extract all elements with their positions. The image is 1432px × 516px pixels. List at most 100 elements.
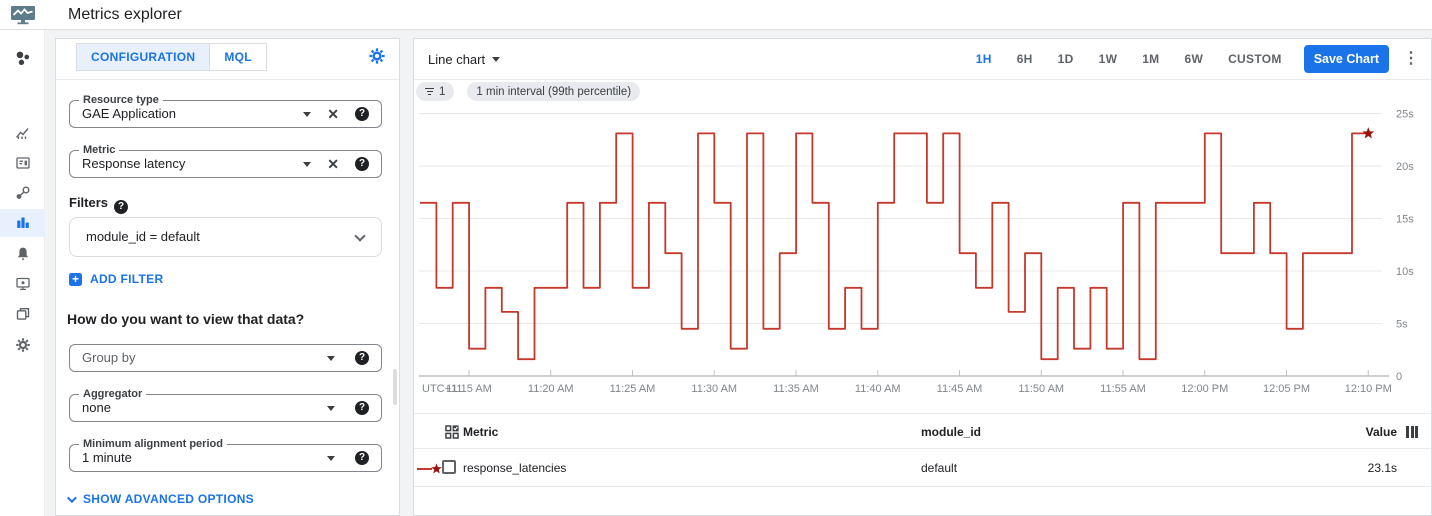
svg-text:12:10 PM: 12:10 PM	[1345, 383, 1392, 395]
help-icon[interactable]: ?	[355, 451, 369, 465]
dropdown-caret-icon[interactable]	[303, 162, 311, 167]
help-icon[interactable]: ?	[355, 401, 369, 415]
table-row[interactable]: response_latencies default 23.1s	[414, 449, 1431, 487]
monitoring-logo-icon	[10, 5, 36, 31]
nav-item-monitoring-overview[interactable]	[0, 44, 45, 72]
metric-field[interactable]: Metric Response latency ✕ ?	[69, 144, 382, 178]
time-range-6h[interactable]: 6H	[1016, 52, 1033, 66]
config-scrollbar[interactable]	[393, 369, 397, 405]
alignment-period-value: 1 minute	[82, 450, 132, 465]
overview-dots-icon	[16, 51, 30, 65]
time-range-1h[interactable]: 1H	[975, 52, 992, 66]
time-range-1m[interactable]: 1M	[1142, 52, 1160, 66]
more-options-icon[interactable]: ⋮	[1403, 50, 1419, 67]
series-table-header: Metric module_id Value	[414, 413, 1431, 449]
chart-panel: Line chart 1H 6H 1D 1W 1M 6W CUSTOM Save…	[413, 38, 1432, 516]
column-header-metric[interactable]: Metric	[463, 425, 499, 439]
svg-text:11:25 AM: 11:25 AM	[610, 383, 656, 395]
save-chart-button[interactable]: Save Chart	[1303, 45, 1389, 73]
nav-item-dashboards[interactable]	[0, 119, 45, 147]
nav-item-groups[interactable]	[0, 300, 45, 328]
bell-icon	[17, 247, 28, 260]
nav-item-alerting[interactable]	[0, 240, 45, 268]
plus-icon: +	[69, 272, 82, 286]
clear-icon[interactable]: ✕	[327, 106, 339, 122]
interval-chip-label: 1 min interval (99th percentile)	[476, 85, 632, 98]
chart-type-label: Line chart	[428, 51, 486, 67]
column-settings-icon[interactable]	[1406, 426, 1418, 438]
add-filter-button[interactable]: + ADD FILTER	[69, 272, 163, 286]
dropdown-caret-icon	[492, 56, 501, 62]
nav-item-uptime-checks[interactable]	[0, 270, 45, 298]
svg-text:12:05 PM: 12:05 PM	[1263, 383, 1310, 395]
config-divider	[56, 79, 399, 80]
resource-type-value: GAE Application	[82, 106, 176, 121]
nav-item-settings[interactable]	[0, 331, 45, 359]
cell-module-id: default	[921, 461, 958, 475]
monitor-icon	[15, 277, 30, 291]
svg-text:11:45 AM: 11:45 AM	[937, 383, 983, 395]
svg-text:UTC+11: UTC+11	[422, 383, 462, 395]
help-icon[interactable]: ?	[355, 157, 369, 171]
svg-text:10s: 10s	[1396, 266, 1414, 278]
filter-chip[interactable]: module_id = default	[69, 217, 382, 257]
svg-text:11:30 AM: 11:30 AM	[691, 383, 737, 395]
top-bar: Metrics explorer	[0, 0, 1432, 30]
alignment-period-label: Minimum alignment period	[79, 438, 227, 450]
time-range-6w[interactable]: 6W	[1184, 52, 1204, 66]
svg-text:25s: 25s	[1396, 109, 1414, 121]
dropdown-caret-icon[interactable]	[327, 406, 335, 411]
series-star	[431, 463, 442, 474]
help-icon[interactable]: ?	[355, 107, 369, 121]
clear-icon[interactable]: ✕	[327, 156, 339, 172]
nav-item-dashboards-card[interactable]	[0, 149, 45, 177]
column-header-module-id[interactable]: module_id	[921, 425, 982, 439]
latency-chart[interactable]: 0 5s 10s 15s 20s 25s 11:15 AM 11:20 AM 11:25 AM 1…	[414, 101, 1432, 413]
add-filter-label: ADD FILTER	[90, 272, 164, 286]
gear-icon	[15, 338, 30, 352]
chart-settings-gear-icon[interactable]	[368, 47, 386, 70]
time-range-custom[interactable]: CUSTOM	[1228, 52, 1282, 66]
svg-text:11:20 AM: 11:20 AM	[528, 383, 574, 395]
help-icon[interactable]: ?	[114, 200, 129, 214]
chart-type-dropdown[interactable]: Line chart	[428, 39, 501, 79]
filter-count-chip[interactable]: 1	[416, 82, 455, 101]
tab-configuration[interactable]: CONFIGURATION	[76, 43, 211, 71]
series-legend-mark	[417, 462, 443, 480]
dropdown-caret-icon[interactable]	[327, 356, 335, 361]
time-range-toolbar: 1H 6H 1D 1W 1M 6W CUSTOM Save Chart ⋮	[951, 39, 1419, 79]
alignment-period-field[interactable]: Minimum alignment period 1 minute ?	[69, 438, 382, 472]
time-range-1d[interactable]: 1D	[1057, 52, 1074, 66]
resource-type-label: Resource type	[79, 94, 163, 106]
interval-chip[interactable]: 1 min interval (99th percentile)	[467, 82, 641, 101]
svg-text:0: 0	[1396, 371, 1402, 383]
help-icon[interactable]: ?	[355, 351, 369, 365]
svg-text:5s: 5s	[1396, 319, 1408, 331]
show-advanced-options-button[interactable]: SHOW ADVANCED OPTIONS	[66, 492, 254, 506]
series-table: Metric module_id Value response_latencie…	[414, 413, 1431, 487]
aggregator-field[interactable]: Aggregator none ?	[69, 388, 382, 422]
series-checkbox[interactable]	[442, 460, 456, 474]
nav-item-metrics-explorer[interactable]	[0, 209, 45, 237]
tab-mql[interactable]: MQL	[209, 43, 267, 71]
dropdown-caret-icon[interactable]	[327, 456, 335, 461]
cell-value: 23.1s	[1367, 461, 1397, 475]
time-range-1w[interactable]: 1W	[1098, 52, 1118, 66]
dropdown-caret-icon[interactable]	[303, 112, 311, 117]
column-header-value[interactable]: Value	[1365, 425, 1397, 439]
resource-type-field[interactable]: Resource type GAE Application ✕ ?	[69, 94, 382, 128]
svg-text:11:50 AM: 11:50 AM	[1018, 383, 1064, 395]
group-by-field[interactable]: Group by ?	[69, 344, 382, 372]
chart-header-divider	[414, 79, 1431, 80]
group-by-placeholder: Group by	[82, 350, 136, 365]
metric-value: Response latency	[82, 156, 186, 171]
bar-chart-icon	[16, 217, 29, 228]
filters-heading: Filters?	[69, 195, 129, 214]
chevron-down-icon	[66, 492, 77, 503]
svg-text:11:35 AM: 11:35 AM	[773, 383, 819, 395]
chart-chips: 1 1 min interval (99th percentile)	[416, 82, 641, 101]
toggle-all-series-icon[interactable]	[445, 425, 459, 444]
svg-text:11:40 AM: 11:40 AM	[855, 383, 901, 395]
nav-item-services[interactable]	[0, 179, 45, 207]
